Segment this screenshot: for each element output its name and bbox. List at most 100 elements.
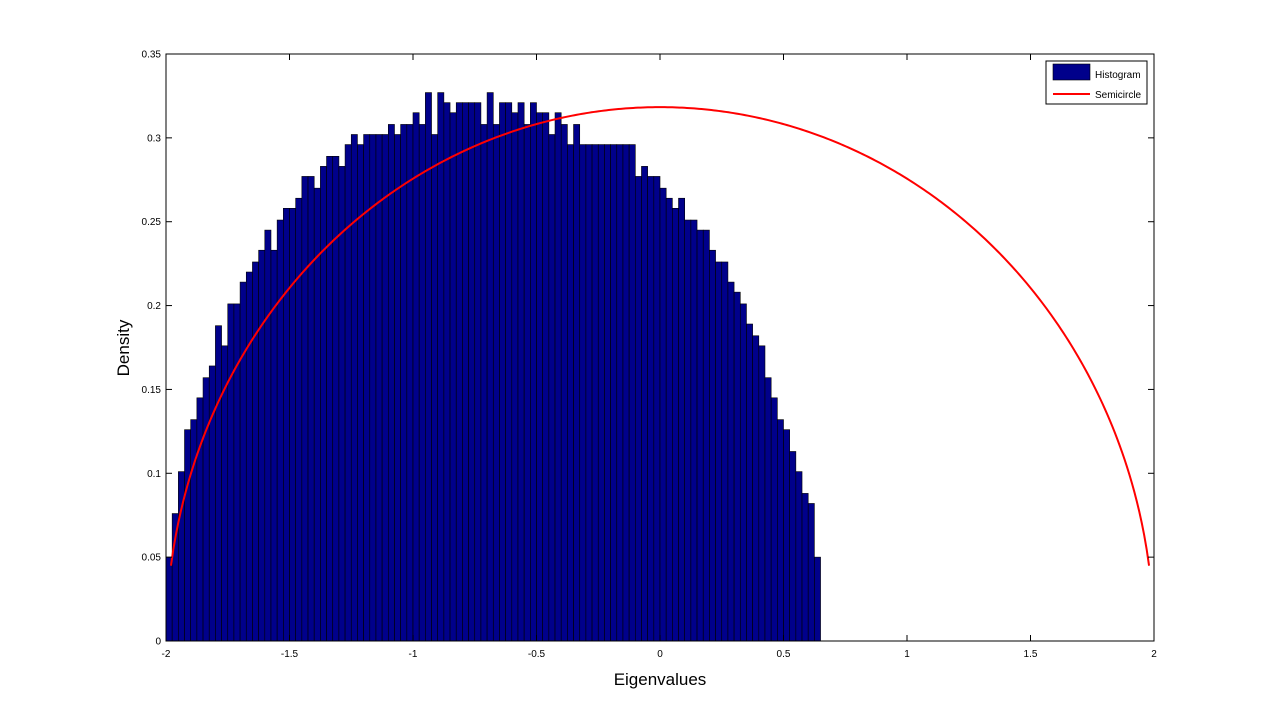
legend-histogram-label: Histogram bbox=[1095, 70, 1141, 81]
histogram-bar bbox=[653, 176, 661, 642]
histogram-bar bbox=[721, 261, 729, 642]
histogram-bar bbox=[480, 124, 488, 642]
histogram-bar bbox=[252, 261, 259, 642]
x-tick-label: 1.5 bbox=[1024, 649, 1038, 660]
y-tick-label: 0.25 bbox=[142, 217, 162, 228]
histogram-bar bbox=[702, 229, 710, 642]
x-axis-label: Eigenvalues bbox=[614, 670, 707, 689]
histogram-bar bbox=[690, 219, 698, 642]
y-tick-label: 0.15 bbox=[142, 385, 162, 396]
histogram-bar bbox=[344, 144, 352, 642]
histogram-bar bbox=[486, 92, 494, 642]
x-tick-label: 0.5 bbox=[777, 649, 791, 660]
histogram-bar bbox=[400, 124, 408, 642]
histogram-bar bbox=[455, 102, 463, 642]
histogram-bar bbox=[770, 397, 778, 642]
legend: Histogram Semicircle bbox=[1045, 60, 1148, 105]
histogram-bar bbox=[499, 102, 506, 642]
histogram-bar bbox=[462, 102, 469, 642]
y-axis-label: Density bbox=[114, 319, 133, 376]
histogram-bar bbox=[276, 219, 284, 642]
histogram-bar bbox=[709, 249, 716, 642]
histogram-bar bbox=[678, 197, 686, 642]
histogram-bar bbox=[412, 112, 420, 642]
histogram-bar bbox=[468, 102, 476, 642]
histogram-bar bbox=[641, 166, 648, 642]
histogram-bar bbox=[789, 451, 797, 642]
y-tick-label: 0.2 bbox=[147, 301, 161, 312]
histogram-bar bbox=[245, 271, 253, 642]
histogram-bar bbox=[573, 124, 581, 642]
histogram-bar bbox=[326, 156, 334, 642]
histogram-bar bbox=[807, 503, 815, 642]
x-tick-label: -1 bbox=[409, 649, 418, 660]
histogram-bar bbox=[332, 156, 340, 642]
histogram-bar bbox=[604, 144, 611, 642]
histogram-bar bbox=[783, 429, 790, 642]
histogram-bar bbox=[283, 208, 290, 642]
histogram-bar bbox=[647, 176, 655, 642]
histogram-bar bbox=[752, 335, 760, 642]
histogram-bar bbox=[616, 144, 624, 642]
histogram-bar bbox=[449, 112, 457, 642]
histogram-bar bbox=[505, 102, 513, 642]
histogram-bar bbox=[530, 102, 537, 642]
histogram-bar bbox=[567, 144, 574, 642]
histogram-bar bbox=[301, 176, 309, 642]
histogram-bar bbox=[665, 197, 673, 642]
y-tick-label: 0.3 bbox=[147, 133, 161, 144]
histogram-bar bbox=[560, 124, 568, 642]
y-tick-label: 0 bbox=[155, 637, 161, 648]
histogram-bar bbox=[542, 112, 550, 642]
histogram-bar bbox=[610, 144, 618, 642]
histogram-bar bbox=[727, 281, 735, 642]
histogram-bar bbox=[554, 112, 562, 642]
histogram-bar bbox=[746, 323, 753, 642]
histogram-bar bbox=[579, 144, 587, 642]
histogram-bar bbox=[184, 429, 191, 642]
histogram-bar bbox=[443, 102, 451, 642]
y-tick-label: 0.1 bbox=[147, 469, 161, 480]
y-tick-label: 0.05 bbox=[142, 553, 162, 564]
histogram-bar bbox=[295, 197, 303, 642]
histogram-bar bbox=[672, 208, 679, 642]
histogram-bar bbox=[289, 208, 296, 642]
histogram-bar bbox=[437, 92, 445, 642]
histogram-bar bbox=[795, 471, 803, 642]
histogram-bar bbox=[196, 397, 204, 642]
histogram-bar bbox=[394, 134, 401, 642]
histogram-bar bbox=[369, 134, 377, 642]
x-tick-label: 2 bbox=[1151, 649, 1157, 660]
histogram-bar bbox=[208, 365, 216, 642]
histogram-bar bbox=[233, 303, 241, 642]
x-tick-label: 1 bbox=[904, 649, 910, 660]
histogram-bar bbox=[591, 144, 599, 642]
histogram-bar bbox=[814, 556, 821, 642]
histogram-bar bbox=[659, 187, 667, 642]
x-tick-label: -1.5 bbox=[281, 649, 299, 660]
x-tick-label: -0.5 bbox=[528, 649, 546, 660]
histogram-bar bbox=[418, 124, 426, 642]
histogram-bar bbox=[739, 303, 747, 642]
histogram-bar bbox=[338, 166, 346, 642]
legend-histogram-swatch bbox=[1052, 63, 1091, 81]
histogram-bar bbox=[190, 419, 198, 642]
histogram-bar bbox=[474, 102, 482, 642]
histogram-bar bbox=[597, 144, 605, 642]
histogram-bar bbox=[585, 144, 593, 642]
histogram-bar bbox=[628, 144, 636, 642]
histogram-bar bbox=[215, 325, 222, 642]
histogram-bar bbox=[634, 176, 642, 642]
histogram-bar bbox=[165, 556, 173, 642]
histogram-bar bbox=[696, 229, 704, 642]
histogram-bar bbox=[381, 134, 389, 642]
histogram-bar bbox=[801, 493, 809, 642]
histogram-bar bbox=[548, 134, 556, 642]
histogram-bar bbox=[227, 303, 235, 642]
histogram-bar bbox=[406, 124, 414, 642]
histogram-bar bbox=[239, 281, 247, 642]
histogram-bar bbox=[387, 124, 395, 642]
y-tick-label: 0.35 bbox=[142, 50, 162, 61]
histogram-bar bbox=[431, 134, 438, 642]
